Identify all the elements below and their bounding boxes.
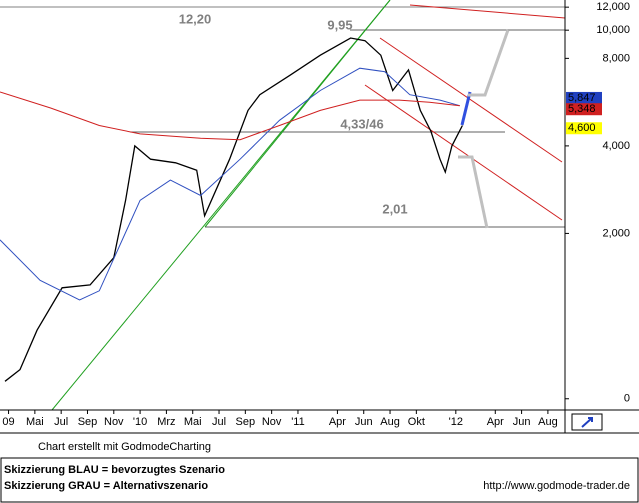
moving-average (0, 91, 460, 141)
moving-average (0, 67, 460, 301)
trend-line (409, 4, 566, 19)
x-tick-label: '10 (133, 416, 147, 428)
x-tick-label: Sep (78, 416, 98, 428)
price-box-label: 5,348 (568, 103, 596, 115)
trend-line (379, 37, 563, 163)
y-tick-label: 0 (624, 393, 630, 405)
y-tick-label: 10,000 (596, 24, 630, 36)
nav-arrow (581, 417, 593, 428)
scenario-gray (458, 155, 489, 229)
annotation: 2,01 (382, 201, 407, 216)
price-box-label: 4,600 (568, 122, 596, 134)
x-tick-label: Apr (329, 416, 346, 428)
legend-gray: Skizzierung GRAU = Alternativszenario (4, 480, 208, 492)
x-tick-label: Sep (236, 416, 256, 428)
x-tick-label: Jul (212, 416, 226, 428)
y-tick-label: 8,000 (602, 52, 630, 64)
scenario-gray (468, 29, 510, 97)
price-box-label: 5,847 (568, 92, 596, 104)
x-tick-label: Mrz (157, 416, 175, 428)
scenario-blue (460, 91, 472, 126)
x-tick-label: Aug (380, 416, 400, 428)
price-line (4, 37, 463, 382)
x-tick-label: Jun (513, 416, 531, 428)
x-tick-label: Apr (487, 416, 504, 428)
footer-box (0, 457, 639, 503)
x-tick-label: Jun (355, 416, 373, 428)
x-tick-label: Okt (408, 416, 425, 428)
annotation: 12,20 (179, 11, 212, 26)
y-tick-label: 2,000 (602, 227, 630, 239)
x-tick-label: '12 (449, 416, 463, 428)
annotation: 4,33/46 (340, 116, 383, 131)
y-tick-label: 12,000 (596, 1, 630, 13)
annotation: 9,95 (327, 17, 352, 32)
x-tick-label: Nov (104, 416, 124, 428)
price-box (566, 103, 602, 116)
trend-line (364, 84, 563, 221)
x-tick-label: Aug (538, 416, 558, 428)
url: http://www.godmode-trader.de (483, 480, 630, 492)
y-tick-label: 4,000 (602, 140, 630, 152)
legend-blue: Skizzierung BLAU = bevorzugtes Szenario (4, 464, 225, 476)
x-tick-label: 09 (2, 416, 14, 428)
trend-line (204, 0, 391, 228)
x-tick-label: Mai (184, 416, 202, 428)
price-box (566, 122, 602, 135)
price-box (566, 91, 602, 104)
x-tick-label: Nov (262, 416, 282, 428)
credit: Chart erstellt mit GodmodeCharting (38, 441, 211, 453)
x-tick-label: '11 (291, 416, 305, 428)
plot-area (0, 0, 565, 410)
x-tick-label: Jul (54, 416, 68, 428)
x-tick-label: Mai (26, 416, 44, 428)
